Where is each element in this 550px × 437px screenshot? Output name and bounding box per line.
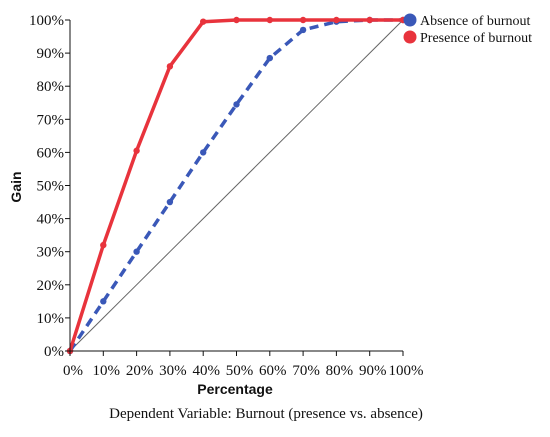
x-tick-label: 0%: [63, 363, 83, 379]
point-presence-80: [333, 16, 340, 24]
y-tick-label: 30%: [37, 245, 65, 261]
legend-label-absence: Absence of burnout: [420, 14, 531, 29]
point-absence-40: [200, 149, 207, 156]
point-absence-30: [166, 198, 174, 206]
point-presence-70: [299, 16, 307, 24]
point-presence-60: [266, 16, 273, 24]
legend-marker-presence: [403, 30, 417, 44]
point-presence-10: [100, 241, 107, 249]
x-tick-label: 70%: [292, 363, 320, 379]
x-tick-label: 80%: [326, 363, 354, 379]
y-tick-label: 70%: [37, 112, 65, 128]
y-tick-label: 40%: [37, 212, 65, 228]
y-tick-label: 90%: [37, 46, 65, 62]
x-tick-label: 90%: [359, 363, 387, 379]
point-absence-60: [266, 54, 273, 62]
y-tick-label: 10%: [37, 311, 65, 327]
point-presence-90: [366, 16, 373, 24]
x-tick-label: 30%: [159, 363, 187, 379]
chart-caption: Dependent Variable: Burnout (presence vs…: [109, 406, 423, 422]
x-tick-label: 40%: [192, 363, 220, 379]
x-tick-label: 20%: [126, 363, 154, 379]
point-absence-10: [100, 298, 107, 305]
y-tick-label: 100%: [29, 13, 64, 29]
y-tick-label: 50%: [37, 179, 65, 195]
legend-label-presence: Presence of burnout: [420, 31, 532, 46]
y-axis-title: Gain: [8, 171, 24, 202]
point-presence-50: [233, 16, 240, 24]
x-tick-label: 100%: [389, 363, 424, 379]
x-tick-label: 10%: [93, 363, 121, 379]
point-absence-20: [133, 248, 140, 255]
reference-diagonal-line: [69, 19, 404, 352]
point-presence-30: [166, 63, 174, 70]
point-presence-40: [200, 18, 207, 25]
x-tick-label: 50%: [226, 363, 254, 379]
y-tick-label: 60%: [37, 145, 65, 161]
point-absence-70: [299, 26, 307, 34]
legend-marker-absence: [403, 13, 417, 27]
point-absence-50: [233, 101, 240, 108]
y-tick-label: 20%: [37, 278, 65, 294]
x-tick-label: 60%: [259, 363, 287, 379]
x-axis-title: Percentage: [197, 381, 273, 397]
y-tick-label: 80%: [37, 79, 65, 95]
point-presence-20: [133, 147, 140, 154]
y-tick-label: 0%: [44, 344, 64, 360]
